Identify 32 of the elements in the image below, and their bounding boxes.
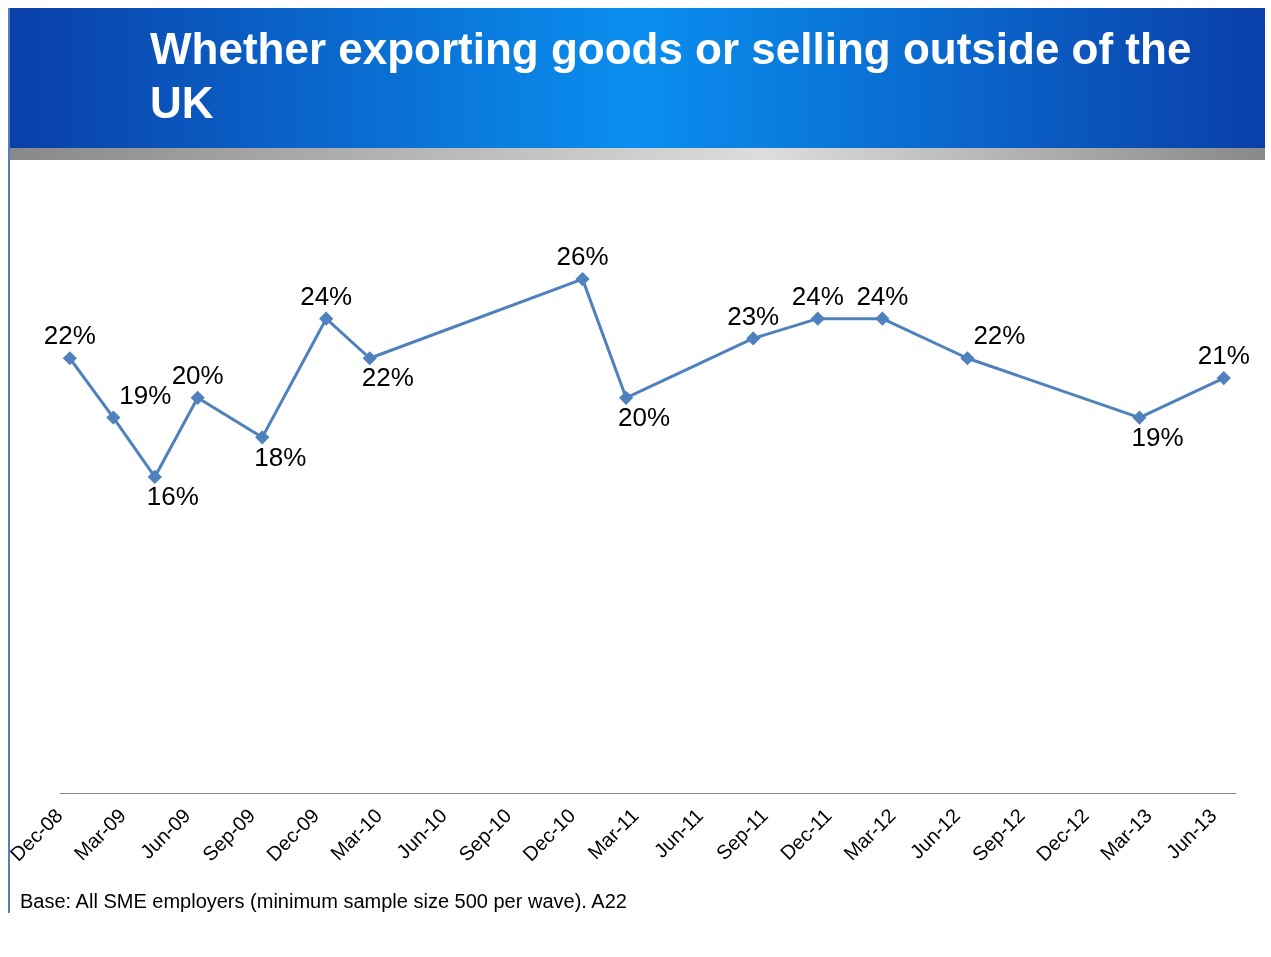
data-label: 19% (1131, 421, 1184, 452)
point (619, 391, 633, 405)
data-label: 24% (791, 280, 844, 311)
point (746, 331, 760, 345)
data-label: 26% (556, 241, 609, 272)
data-label: 23% (727, 300, 780, 331)
point (576, 272, 590, 286)
data-label: 24% (300, 280, 353, 311)
point (191, 391, 205, 405)
text: Base: All SME employers (minimum sample size 500 per wave). A22 (19, 889, 628, 913)
data-label: 22% (43, 320, 96, 351)
data-label: 18% (254, 441, 307, 472)
point (960, 351, 974, 365)
chart-title: Whether exporting goods or selling outside of the UK (10, 8, 1265, 148)
data-label: 24% (856, 280, 909, 311)
point (106, 411, 120, 425)
data-label: 16% (146, 481, 199, 512)
point (255, 430, 269, 444)
data-label: 20% (618, 401, 671, 432)
point (363, 351, 377, 365)
point (811, 312, 825, 326)
point (875, 312, 889, 326)
data-label: 19% (119, 379, 172, 410)
data-label: 20% (171, 359, 224, 390)
point (1132, 411, 1146, 425)
data-label: 22% (361, 362, 414, 393)
data-label: 21% (1197, 340, 1250, 371)
data-label: 22% (973, 320, 1026, 351)
point (63, 351, 77, 365)
point (1217, 371, 1231, 385)
point (148, 470, 162, 484)
point (319, 312, 333, 326)
